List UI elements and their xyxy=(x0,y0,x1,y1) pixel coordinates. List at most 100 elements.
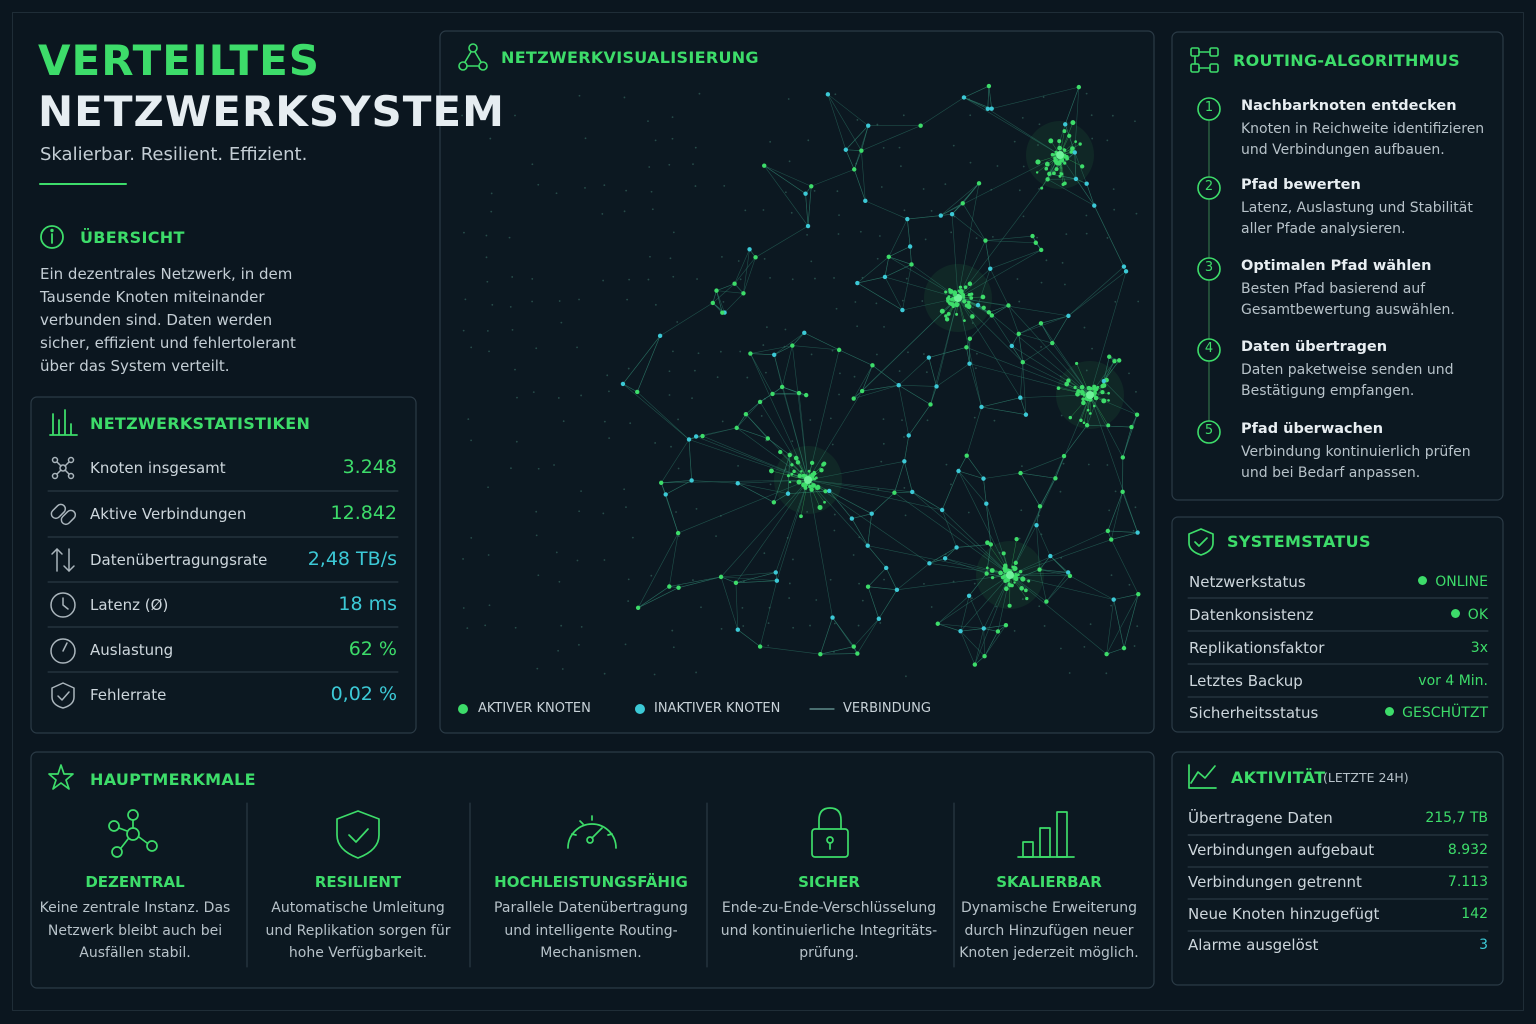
connection xyxy=(1040,322,1091,396)
connection xyxy=(805,193,809,227)
connection xyxy=(1110,539,1139,595)
connection xyxy=(989,268,1009,306)
bg-dot xyxy=(648,166,651,168)
bg-dot xyxy=(485,256,488,259)
node xyxy=(1018,470,1023,476)
connection xyxy=(969,315,993,340)
bg-dot xyxy=(654,139,657,142)
hub-node xyxy=(1100,389,1105,395)
node xyxy=(859,388,865,394)
bg-dot xyxy=(975,237,978,240)
node xyxy=(743,411,749,417)
bg-dot xyxy=(558,300,561,302)
bg-dot xyxy=(490,192,493,195)
bg-dot xyxy=(1020,509,1023,512)
hub-node xyxy=(1035,159,1041,165)
hub-node xyxy=(967,300,971,305)
bg-dot xyxy=(1110,604,1113,607)
connection xyxy=(637,586,670,609)
bg-dot xyxy=(557,397,560,399)
bg-dot xyxy=(1063,283,1066,286)
bg-dot xyxy=(516,396,518,399)
hub-node xyxy=(1053,156,1057,160)
hub-node xyxy=(797,473,803,479)
connection xyxy=(1122,414,1138,458)
bg-dot xyxy=(833,622,836,625)
step-text: Latenz, Auslastung und Stabilität aller … xyxy=(1241,200,1473,237)
connection xyxy=(716,290,725,313)
bg-dot xyxy=(487,486,489,489)
connection xyxy=(960,595,970,632)
bg-dot xyxy=(1021,117,1024,119)
bg-dot xyxy=(1128,583,1131,586)
bg-dot xyxy=(535,534,538,537)
connection xyxy=(960,628,985,632)
node xyxy=(790,343,795,348)
hub-node xyxy=(1024,588,1028,593)
connection xyxy=(853,384,900,399)
bg-dot xyxy=(791,278,794,281)
connection xyxy=(1068,266,1125,317)
connection xyxy=(853,169,866,202)
bg-dot xyxy=(792,626,795,629)
bg-dot xyxy=(1018,189,1021,192)
connection xyxy=(622,383,690,440)
bg-dot xyxy=(760,415,763,417)
connection xyxy=(878,589,898,620)
connection xyxy=(851,518,869,546)
bg-dot xyxy=(486,330,489,332)
bg-dot xyxy=(858,582,860,585)
status-label: Netzwerkstatus xyxy=(1189,573,1306,591)
connection xyxy=(956,544,992,548)
node xyxy=(830,615,835,620)
node xyxy=(961,95,967,100)
node xyxy=(935,621,940,626)
bg-dot xyxy=(1132,529,1135,532)
node xyxy=(663,492,668,497)
connection xyxy=(736,413,747,429)
connection xyxy=(857,282,903,311)
bg-dot xyxy=(763,257,766,260)
bg-dot xyxy=(491,303,494,306)
bg-dot xyxy=(767,644,770,647)
bg-dot xyxy=(810,353,813,356)
step-circles xyxy=(1197,97,1221,444)
connection xyxy=(867,586,898,591)
bg-dot xyxy=(856,325,859,328)
connection xyxy=(755,225,809,258)
bg-dot xyxy=(720,627,723,630)
bg-dot xyxy=(514,368,516,371)
bg-dot xyxy=(469,100,472,103)
connection xyxy=(1019,397,1027,415)
hub-node xyxy=(799,514,803,519)
bg-dot xyxy=(746,376,749,379)
activity-subtitle: (LETZTE 24H) xyxy=(1323,770,1409,785)
connection xyxy=(884,264,912,278)
bg-dot xyxy=(741,606,744,609)
connection xyxy=(987,108,1061,156)
stat-value: 62 % xyxy=(348,638,397,660)
step-number: 4 xyxy=(1204,341,1214,356)
connection xyxy=(888,256,912,265)
hub-node xyxy=(945,296,951,301)
connection xyxy=(920,97,965,126)
bg-dot xyxy=(1111,114,1114,117)
node xyxy=(1023,412,1029,417)
node xyxy=(676,585,681,590)
connection xyxy=(966,406,982,456)
stat-value: 0,02 % xyxy=(330,683,397,705)
connection xyxy=(974,628,985,665)
bg-dot xyxy=(691,397,693,400)
bg-dot xyxy=(976,352,978,355)
connection xyxy=(759,393,773,403)
node xyxy=(693,434,699,439)
connection xyxy=(763,165,809,227)
bg-dot xyxy=(882,146,885,149)
connection xyxy=(1110,532,1138,540)
hub-link xyxy=(780,451,809,481)
connection xyxy=(941,509,1011,576)
hub-link xyxy=(1059,122,1074,156)
connection xyxy=(803,332,840,351)
connection xyxy=(845,149,855,170)
connection xyxy=(637,532,679,609)
